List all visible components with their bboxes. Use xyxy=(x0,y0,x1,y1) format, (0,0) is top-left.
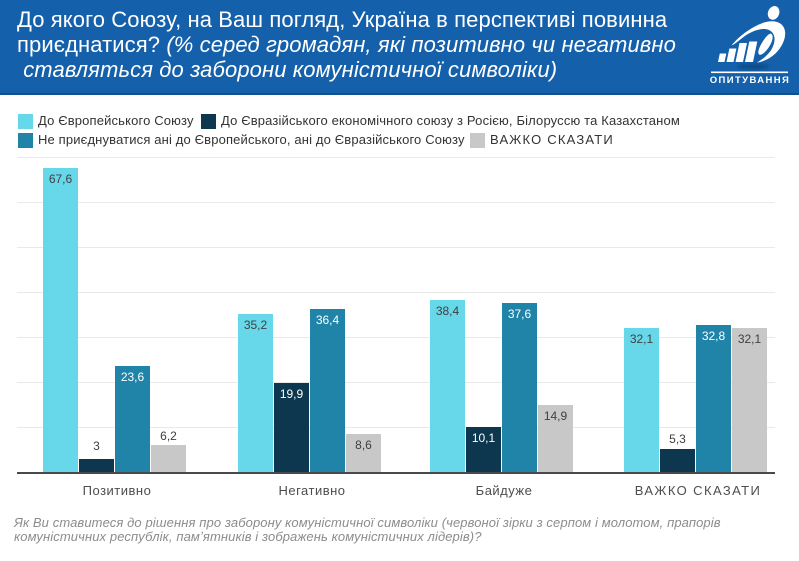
svg-text:ОПИТУВАННЯ: ОПИТУВАННЯ xyxy=(710,75,791,86)
